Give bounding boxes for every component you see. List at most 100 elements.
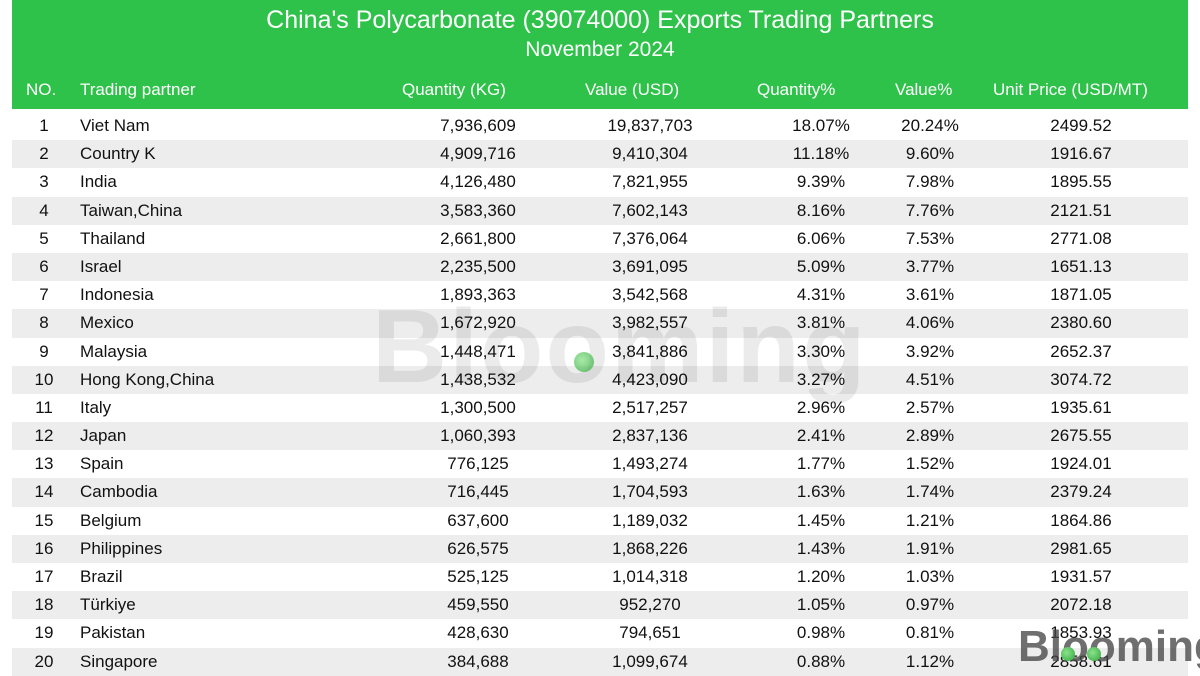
row-number: 18 (34, 595, 54, 615)
row-unit-price: 2652.37 (1050, 341, 1112, 361)
row-unit-price: 1924.01 (1050, 454, 1112, 474)
row-quantity: 1,893,363 (440, 285, 516, 305)
row-value-pct: 9.60% (905, 144, 955, 164)
row-value-pct: 1.74% (905, 482, 955, 502)
row-quantity-pct: 8.16% (796, 200, 846, 220)
row-quantity: 4,126,480 (440, 172, 516, 192)
row-partner: Singapore (80, 651, 158, 671)
row-number: 20 (34, 651, 54, 671)
table-row: 18 Türkiye 459,550 952,270 1.05% 0.97% 2072.18 (12, 591, 1188, 620)
row-number: 5 (39, 228, 49, 248)
row-value-pct: 3.61% (905, 285, 955, 305)
row-partner: Belgium (80, 510, 142, 530)
row-quantity: 776,125 (447, 454, 509, 474)
row-value: 794,651 (619, 623, 681, 643)
table-row: 19 Pakistan 428,630 794,651 0.98% 0.81% 1853.9… (12, 619, 1188, 648)
row-unit-price: 2675.55 (1050, 426, 1112, 446)
row-quantity: 7,936,609 (440, 116, 516, 135)
row-value: 3,691,095 (612, 256, 688, 276)
row-partner: Spain (80, 454, 124, 474)
row-number: 1 (39, 116, 49, 135)
table-row: 1 Viet Nam 7,936,609 19,837,703 18.07% 20.24%… (12, 112, 1188, 141)
row-quantity: 1,672,920 (440, 313, 516, 333)
row-value: 1,493,274 (612, 454, 688, 474)
row-value-pct: 2.89% (905, 426, 955, 446)
col-header-no: NO. (26, 80, 57, 99)
row-quantity-pct: 4.31% (796, 285, 846, 305)
row-value: 2,837,136 (612, 426, 688, 446)
row-partner: Indonesia (80, 285, 154, 305)
row-unit-price: 2121.51 (1050, 200, 1112, 220)
row-quantity: 637,600 (447, 510, 509, 530)
row-value: 7,376,064 (612, 228, 688, 248)
col-header-unit-price: Unit Price (USD/MT) (993, 80, 1148, 99)
row-quantity: 626,575 (447, 538, 509, 558)
row-number: 8 (39, 313, 49, 333)
row-unit-price: 2981.65 (1050, 538, 1112, 558)
row-unit-price: 1916.67 (1050, 144, 1112, 164)
row-unit-price: 1895.55 (1050, 172, 1112, 192)
table-row: 17 Brazil 525,125 1,014,318 1.20% 1.03% 1931.5… (12, 563, 1188, 592)
table-row: 2 Country K 4,909,716 9,410,304 11.18% 9.60% 1… (12, 140, 1188, 169)
row-value-pct: 1.12% (905, 651, 955, 671)
row-partner: Italy (80, 397, 112, 417)
row-partner: Philippines (80, 538, 163, 558)
row-partner: Japan (80, 426, 127, 446)
row-value-pct: 3.77% (905, 256, 955, 276)
table-frame: China's Polycarbonate (39074000) Exports… (12, 0, 1200, 676)
row-quantity: 1,438,532 (440, 369, 516, 389)
row-value: 7,821,955 (612, 172, 688, 192)
row-value-pct: 1.21% (905, 510, 955, 530)
col-header-partner: Trading partner (80, 80, 196, 99)
row-number: 10 (34, 369, 54, 389)
row-quantity-pct: 3.30% (796, 341, 846, 361)
row-unit-price: 1864.86 (1050, 510, 1112, 530)
table-row: 12 Japan 1,060,393 2,837,136 2.41% 2.89% 2675.… (12, 422, 1188, 451)
table-header: China's Polycarbonate (39074000) Exports… (12, 0, 1188, 109)
chart-title: China's Polycarbonate (39074000) Exports… (266, 6, 934, 34)
row-value: 1,189,032 (612, 510, 688, 530)
row-partner: Thailand (80, 228, 146, 248)
row-quantity-pct: 0.88% (796, 651, 846, 671)
table-row: 11 Italy 1,300,500 2,517,257 2.96% 2.57% 1935.… (12, 393, 1188, 423)
row-number: 9 (39, 341, 49, 361)
blooming-logo: Blooming (1018, 622, 1200, 671)
row-number: 14 (34, 482, 54, 502)
row-quantity: 428,630 (447, 623, 509, 643)
row-quantity: 4,909,716 (440, 144, 516, 164)
row-partner: Cambodia (80, 482, 158, 502)
row-value-pct: 7.53% (905, 228, 955, 248)
row-value: 4,423,090 (612, 369, 688, 389)
chart-subtitle: November 2024 (525, 38, 675, 61)
table-body: 1 Viet Nam 7,936,609 19,837,703 18.07% 20.24%… (12, 112, 1188, 676)
col-header-quantity: Quantity (KG) (402, 80, 506, 99)
row-quantity-pct: 3.27% (796, 369, 846, 389)
row-unit-price: 1935.61 (1050, 397, 1112, 417)
row-number: 6 (39, 256, 49, 276)
row-number: 2 (39, 144, 49, 164)
table-row: 14 Cambodia 716,445 1,704,593 1.63% 1.74% 2379… (12, 478, 1188, 507)
row-value: 3,841,886 (612, 341, 688, 361)
row-quantity: 384,688 (447, 651, 509, 671)
row-quantity: 1,448,471 (440, 341, 516, 361)
table-row: 10 Hong Kong,China 1,438,532 4,423,090 3.27%… (12, 365, 1188, 394)
row-value: 1,704,593 (612, 482, 688, 502)
row-quantity: 716,445 (447, 482, 509, 502)
row-quantity: 459,550 (447, 595, 509, 615)
row-value: 1,868,226 (612, 538, 688, 558)
row-partner: Mexico (80, 313, 134, 333)
row-quantity-pct: 3.81% (796, 313, 846, 333)
row-partner: Türkiye (80, 595, 136, 615)
row-value: 9,410,304 (612, 144, 688, 164)
row-number: 7 (39, 285, 49, 305)
table-row: 7 Indonesia 1,893,363 3,542,568 4.31% 3.61% 18… (12, 281, 1188, 310)
table-row: 4 Taiwan,China 3,583,360 7,602,143 8.16% 7.76… (12, 196, 1188, 225)
row-value: 2,517,257 (612, 397, 688, 417)
row-value-pct: 7.98% (905, 172, 955, 192)
row-value-pct: 2.57% (905, 397, 955, 417)
row-quantity: 525,125 (447, 567, 509, 586)
row-value-pct: 4.06% (905, 313, 955, 333)
row-value-pct: 1.03% (905, 567, 955, 586)
watermark-dot (574, 352, 594, 372)
logo-dot (1061, 647, 1075, 661)
